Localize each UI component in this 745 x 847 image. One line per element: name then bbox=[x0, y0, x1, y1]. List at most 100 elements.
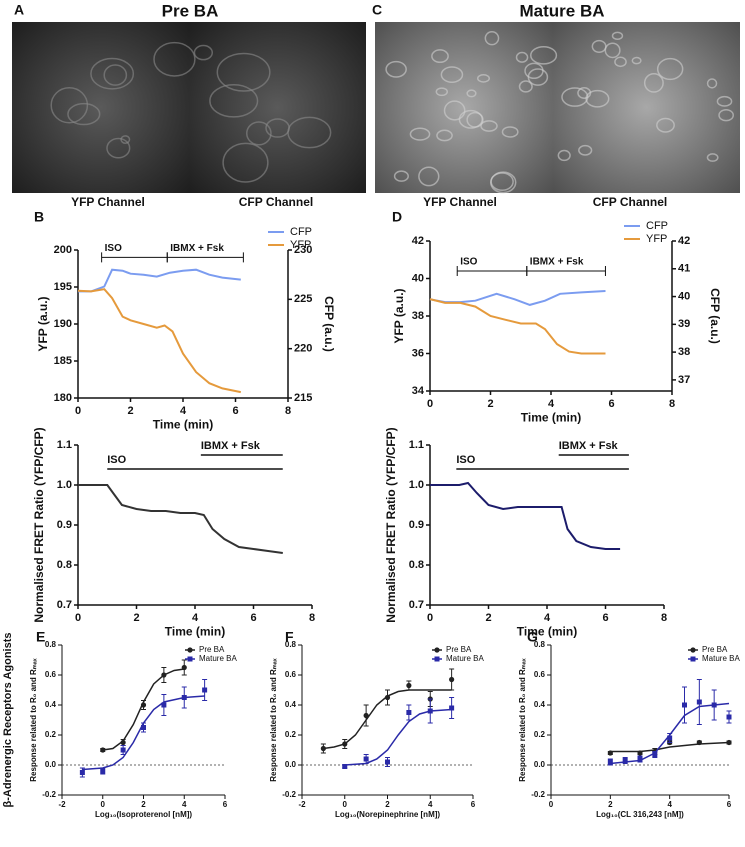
series-line bbox=[430, 481, 621, 550]
x-tick-label: 6 bbox=[608, 398, 614, 410]
data-point bbox=[696, 739, 702, 746]
panel-letter: G bbox=[527, 629, 538, 645]
cell bbox=[515, 51, 529, 63]
data-point bbox=[652, 752, 658, 757]
data-point bbox=[667, 735, 673, 741]
x-tick-label: 2 bbox=[485, 612, 491, 624]
x-axis-title: Time (min) bbox=[521, 411, 581, 425]
x-tick-label: 4 bbox=[667, 800, 672, 809]
y-axis-title: YFP (a.u.) bbox=[36, 296, 50, 351]
data-point bbox=[384, 694, 391, 701]
x-axis-title: Log₁₀(Norepinephrine [nM]) bbox=[335, 810, 440, 819]
legend-marker bbox=[434, 647, 440, 653]
y2-axis-title: CFP (a.u.) bbox=[708, 288, 722, 344]
cell bbox=[614, 56, 627, 68]
y2-tick-label: 225 bbox=[294, 293, 312, 305]
micrograph bbox=[189, 22, 366, 193]
cell bbox=[518, 80, 533, 93]
x-axis-title: Time (min) bbox=[153, 418, 213, 432]
y-tick-label: 1.1 bbox=[57, 439, 72, 451]
x-tick-label: 6 bbox=[727, 800, 732, 809]
fit-curve bbox=[344, 708, 452, 766]
cell bbox=[103, 64, 128, 86]
data-point bbox=[726, 739, 732, 746]
y-tick-label: 1.1 bbox=[409, 439, 424, 451]
panel-letter: B bbox=[34, 209, 44, 225]
cell bbox=[193, 44, 214, 61]
cell bbox=[106, 137, 131, 159]
x-tick-label: 4 bbox=[428, 800, 433, 809]
y2-tick-label: 220 bbox=[294, 343, 312, 355]
y2-axis-title: CFP (a.u.) bbox=[322, 296, 336, 352]
y-tick-label: -0.2 bbox=[282, 790, 296, 799]
series-line bbox=[77, 288, 241, 394]
x-tick-label: 0 bbox=[549, 800, 554, 809]
x-tick-label: 8 bbox=[661, 612, 667, 624]
cell bbox=[706, 78, 718, 89]
annotation-label: IBMX + Fsk bbox=[170, 243, 224, 254]
fit-curve bbox=[323, 689, 452, 750]
legend-marker bbox=[690, 656, 696, 662]
x-tick-label: 4 bbox=[180, 405, 187, 417]
cell bbox=[604, 42, 621, 59]
y-tick-label: 0.6 bbox=[534, 670, 546, 679]
y-tick-label: 40 bbox=[412, 272, 424, 284]
y-tick-label: 0.2 bbox=[285, 730, 297, 739]
y2-tick-label: 230 bbox=[294, 244, 312, 256]
annotation-bar bbox=[166, 252, 244, 263]
legend-marker bbox=[690, 647, 696, 653]
legend-label: Mature BA bbox=[199, 654, 237, 663]
y-tick-label: 195 bbox=[54, 281, 72, 293]
data-point bbox=[363, 712, 369, 719]
series-line bbox=[78, 268, 241, 293]
legend-label: YFP bbox=[290, 239, 311, 251]
cell bbox=[476, 74, 491, 83]
data-point bbox=[427, 708, 433, 714]
y-tick-label: 0.7 bbox=[57, 599, 72, 611]
x-tick-label: 6 bbox=[471, 800, 476, 809]
cell bbox=[67, 102, 101, 126]
cell bbox=[577, 86, 592, 100]
cell bbox=[631, 56, 642, 65]
annotation-label: ISO bbox=[460, 257, 477, 268]
x-tick-label: 0 bbox=[427, 398, 433, 410]
y2-tick-label: 39 bbox=[678, 318, 690, 330]
x-tick-label: 6 bbox=[232, 405, 238, 417]
data-point bbox=[385, 759, 390, 765]
y2-tick-label: 41 bbox=[678, 263, 690, 275]
y-tick-label: 0.8 bbox=[534, 640, 546, 649]
x-tick-label: 2 bbox=[608, 800, 613, 809]
x-tick-label: 0 bbox=[343, 800, 348, 809]
y-tick-label: 190 bbox=[54, 318, 72, 330]
data-point bbox=[607, 759, 613, 765]
y-tick-label: 0.4 bbox=[45, 700, 57, 709]
y-tick-label: 0.9 bbox=[409, 519, 424, 531]
y-tick-label: 185 bbox=[54, 355, 72, 367]
image-label: CFP Channel bbox=[593, 195, 667, 209]
micrograph bbox=[12, 22, 189, 193]
x-tick-label: 8 bbox=[285, 405, 291, 417]
y2-tick-label: 40 bbox=[678, 290, 690, 302]
cell bbox=[484, 30, 500, 46]
y-axis-title: Response related to R₀ and Rₘₐₓ bbox=[29, 658, 38, 782]
y-tick-label: 1.0 bbox=[409, 479, 424, 491]
data-point bbox=[637, 756, 643, 762]
x-tick-label: 0 bbox=[101, 800, 106, 809]
x-axis-title: Log₁₀(CL 316,243 [nM]) bbox=[596, 810, 684, 819]
data-point bbox=[682, 702, 687, 708]
x-tick-label: 0 bbox=[75, 612, 81, 624]
y-tick-label: 0.6 bbox=[285, 670, 297, 679]
x-tick-label: 8 bbox=[669, 398, 675, 410]
legend-marker bbox=[187, 656, 193, 662]
data-point bbox=[696, 699, 702, 705]
data-point bbox=[120, 747, 126, 753]
x-tick-label: 2 bbox=[385, 800, 390, 809]
legend-marker bbox=[187, 647, 193, 653]
cell bbox=[527, 68, 549, 86]
cell bbox=[209, 83, 259, 118]
x-tick-label: -2 bbox=[298, 800, 306, 809]
panel-title: Mature BA bbox=[519, 1, 604, 20]
cell bbox=[216, 52, 271, 92]
data-point bbox=[140, 702, 147, 708]
cell bbox=[458, 109, 483, 129]
